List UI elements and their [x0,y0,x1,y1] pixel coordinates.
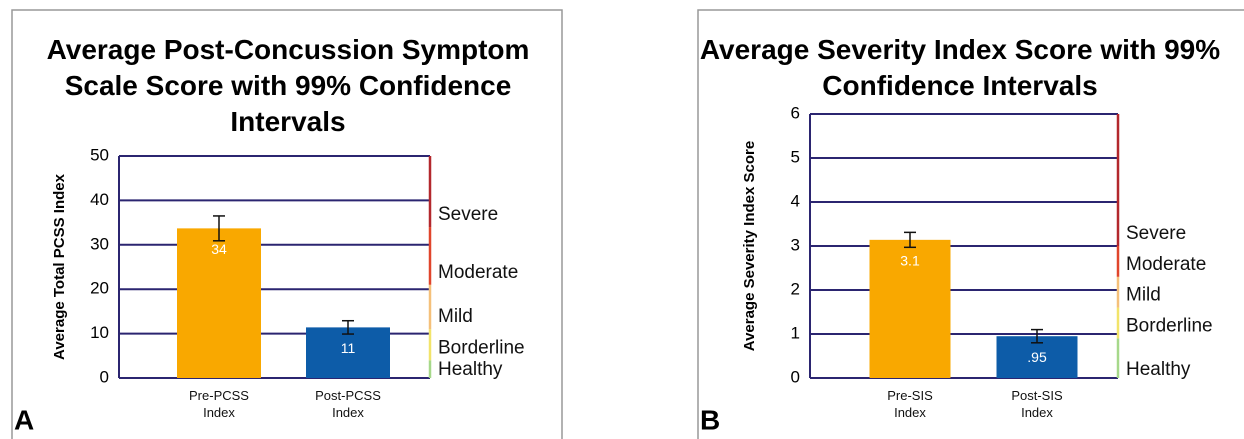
y-tick-label: 0 [100,367,109,386]
panel-label: B [700,404,720,435]
x-tick-label: Pre-SIS Index [887,388,933,420]
y-tick-label: 0 [791,367,800,386]
error-bar [213,215,225,242]
y-tick-label: 4 [791,191,800,210]
severity-label: Moderate [438,262,518,283]
data-label: 3.1 [900,253,920,269]
error-bar [904,231,916,249]
chart-title: Average Post-Concussion Symptom Scale Sc… [46,34,530,137]
panel-label: A [14,404,34,435]
severity-label: Mild [438,306,473,327]
error-bar [342,319,354,335]
y-tick-label: 2 [791,279,800,298]
y-axis-label: Average Total PCSS Index [51,173,68,360]
x-tick-label: Post-SIS Index [1011,388,1063,420]
severity-label: Healthy [1126,359,1191,380]
severity-label: Mild [1126,285,1161,306]
x-tick-label: Pre-PCSS Index [189,388,249,420]
severity-label: Moderate [1126,254,1206,275]
severity-label: Borderline [1126,315,1213,336]
severity-label: Severe [438,204,498,225]
panel-border [11,9,563,439]
y-axis-label: Average Severity Index Score [741,141,758,351]
y-tick-label: 5 [791,147,800,166]
data-label: .95 [1027,349,1047,365]
x-tick-label: Post-PCSS Index [315,388,381,420]
bar [869,239,951,378]
y-tick-label: 1 [791,323,800,342]
y-tick-label: 20 [90,279,109,298]
data-label: 11 [341,340,356,356]
bar [306,327,390,378]
panel-border [697,9,1244,439]
y-tick-label: 50 [90,145,109,164]
data-label: 34 [211,241,227,257]
severity-label: Borderline [438,337,525,358]
y-tick-label: 10 [90,323,109,342]
chart-title: Average Severity Index Score with 99% Co… [699,34,1221,101]
error-bar [1031,328,1043,344]
y-tick-label: 40 [90,190,109,209]
y-tick-label: 3 [791,235,800,254]
y-tick-label: 30 [90,234,109,253]
severity-label: Healthy [438,359,503,380]
bar [177,228,261,378]
y-tick-label: 6 [791,103,800,122]
severity-label: Severe [1126,223,1186,244]
